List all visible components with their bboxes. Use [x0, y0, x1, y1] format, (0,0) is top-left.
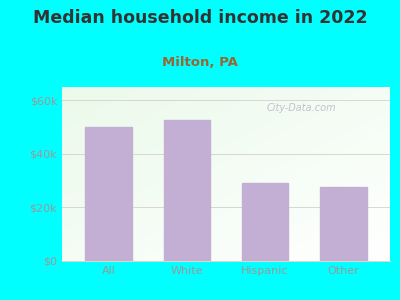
Text: Median household income in 2022: Median household income in 2022 [33, 9, 367, 27]
Bar [242, 183, 288, 261]
Bar [164, 121, 210, 261]
Text: City-Data.com: City-Data.com [267, 103, 336, 113]
Bar [86, 127, 132, 261]
Text: Milton, PA: Milton, PA [162, 56, 238, 68]
Bar [320, 188, 366, 261]
